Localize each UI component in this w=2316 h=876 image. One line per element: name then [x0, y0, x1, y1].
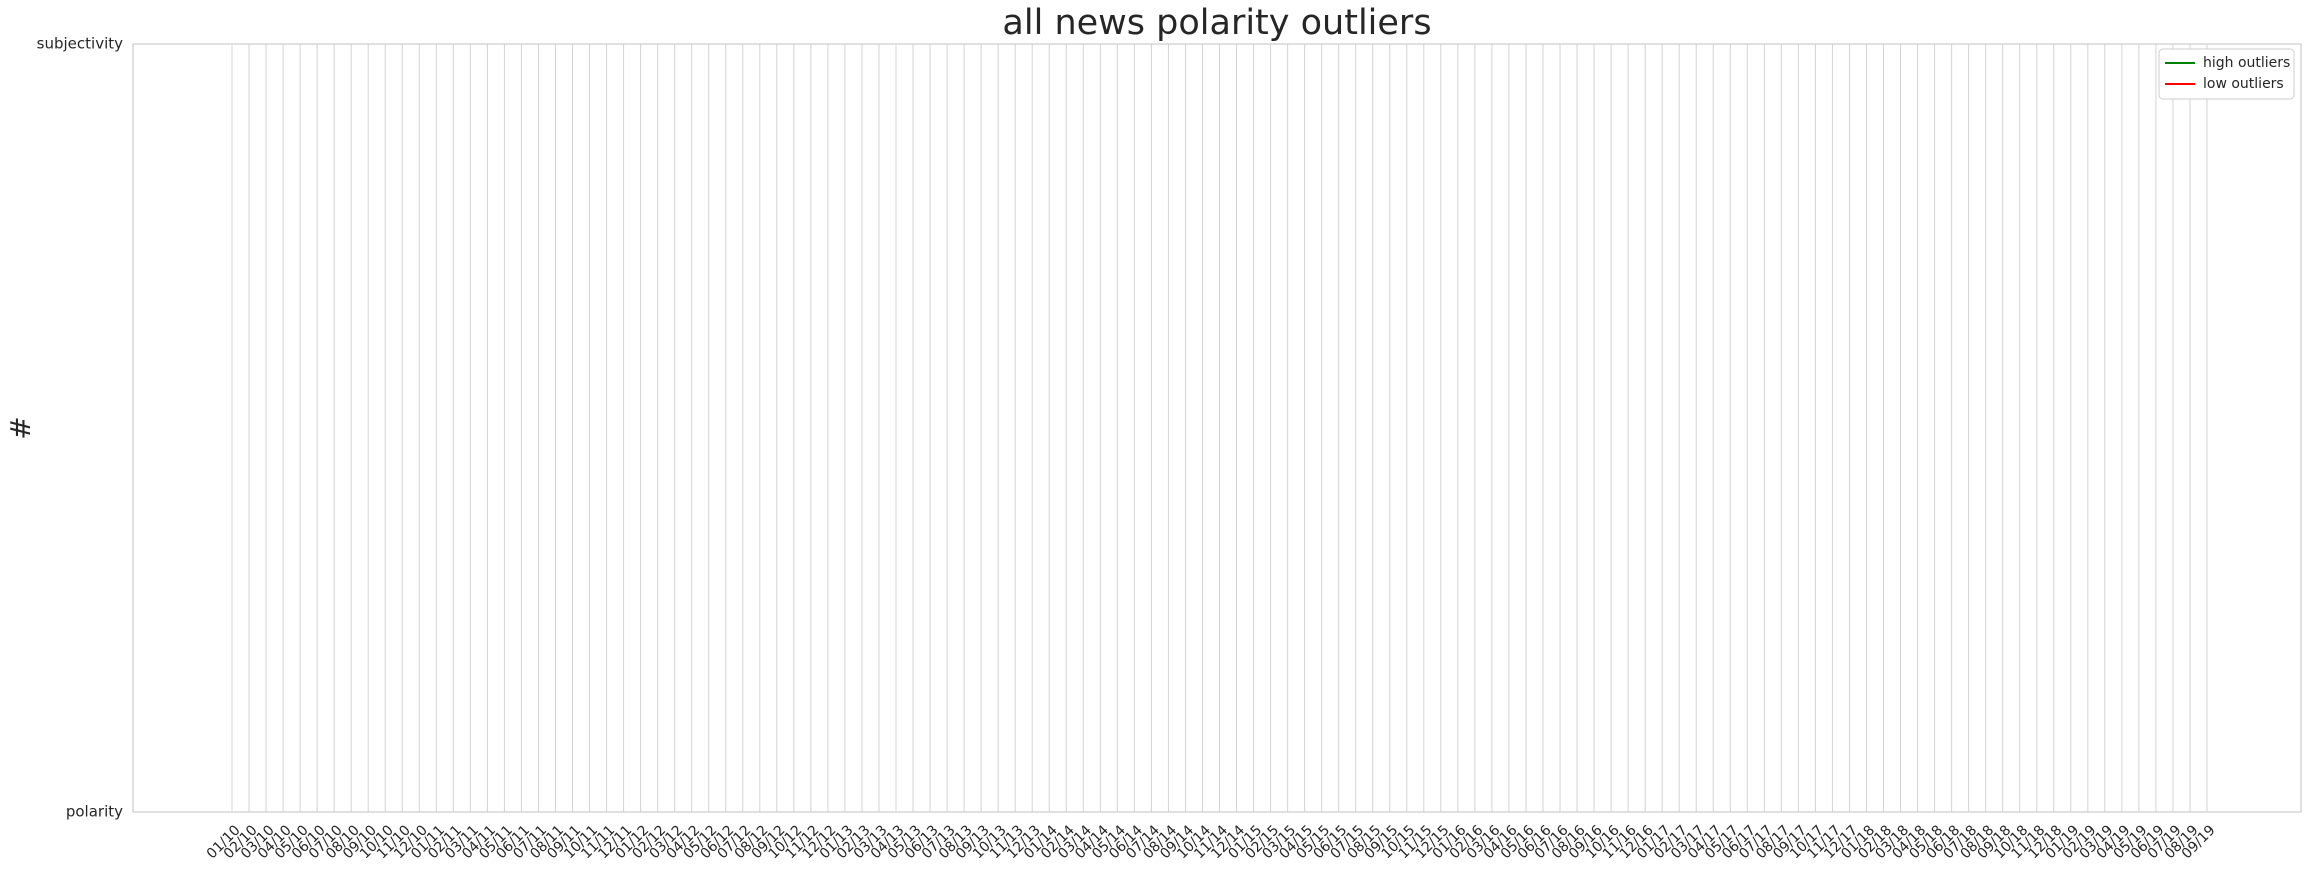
legend: high outliers low outliers [2158, 48, 2295, 100]
chart-title: all news polarity outliers [1002, 3, 1431, 43]
legend-label: high outliers [2203, 55, 2290, 71]
legend-label: low outliers [2203, 76, 2284, 92]
legend-box [2158, 48, 2295, 100]
plot-frame [132, 43, 2302, 813]
y-axis-label: # [4, 416, 37, 439]
y-tick-label: subjectivity [37, 35, 123, 53]
y-tick-label: polarity [66, 803, 123, 821]
